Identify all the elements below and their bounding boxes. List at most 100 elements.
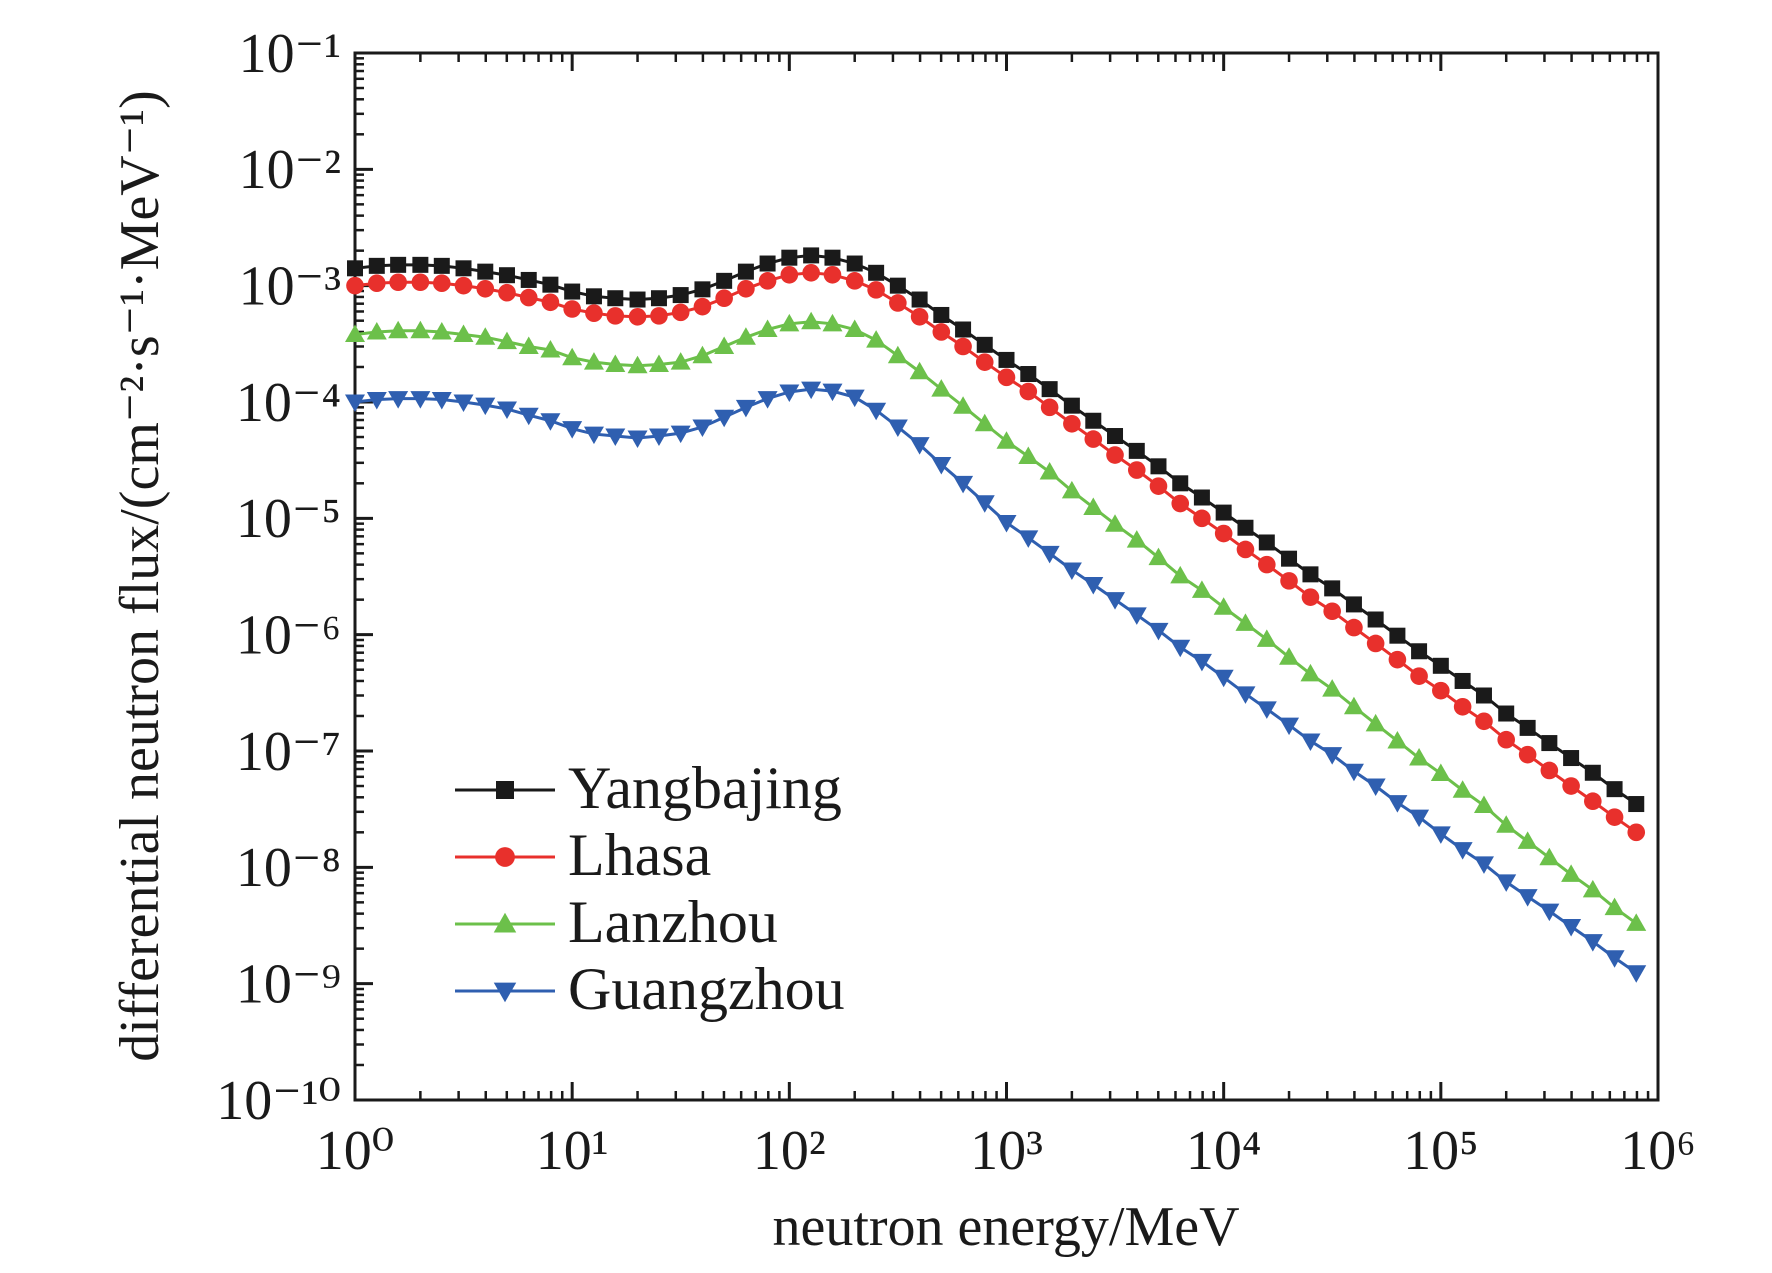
marker xyxy=(390,256,407,273)
marker xyxy=(389,273,407,292)
marker xyxy=(714,336,735,354)
marker xyxy=(1256,629,1277,647)
marker xyxy=(496,401,517,420)
marker xyxy=(1604,897,1625,916)
marker xyxy=(1473,795,1494,814)
marker xyxy=(1604,950,1625,968)
marker xyxy=(1366,634,1385,653)
marker xyxy=(1149,477,1168,495)
marker xyxy=(1061,480,1082,499)
y-tick-label: 10⁻³ xyxy=(239,256,341,318)
marker xyxy=(1126,607,1147,625)
marker xyxy=(1128,442,1145,459)
marker xyxy=(519,288,538,307)
x-tick-label: 10⁴ xyxy=(1186,1120,1262,1182)
marker xyxy=(1410,667,1428,685)
marker xyxy=(1365,713,1386,732)
marker xyxy=(541,293,560,312)
marker xyxy=(867,281,885,299)
marker xyxy=(1562,777,1580,795)
marker xyxy=(953,475,974,494)
marker xyxy=(477,263,494,280)
marker xyxy=(518,336,539,354)
marker xyxy=(1237,519,1254,536)
series-line xyxy=(354,387,1638,975)
marker xyxy=(866,402,887,421)
marker xyxy=(693,297,712,316)
marker xyxy=(1127,461,1146,479)
marker xyxy=(1324,580,1341,597)
marker xyxy=(954,337,972,356)
marker xyxy=(757,319,778,337)
marker xyxy=(498,267,515,284)
marker xyxy=(540,413,561,431)
marker xyxy=(347,260,363,277)
marker xyxy=(433,257,450,274)
marker xyxy=(583,352,604,370)
marker xyxy=(1345,618,1363,637)
marker xyxy=(496,781,514,799)
marker xyxy=(345,394,365,412)
marker xyxy=(411,273,430,292)
marker xyxy=(346,276,364,295)
marker xyxy=(996,431,1017,449)
marker xyxy=(714,409,735,428)
marker xyxy=(1453,697,1472,716)
marker xyxy=(909,361,930,380)
marker xyxy=(737,263,754,280)
marker xyxy=(585,288,602,305)
marker xyxy=(715,289,733,308)
marker xyxy=(1432,657,1449,674)
marker xyxy=(1322,747,1343,765)
marker xyxy=(475,397,496,416)
marker xyxy=(735,399,756,418)
marker xyxy=(1083,497,1104,515)
marker xyxy=(1258,555,1276,574)
marker xyxy=(1452,842,1473,860)
marker xyxy=(1171,494,1190,513)
marker xyxy=(412,256,429,273)
marker xyxy=(801,311,822,330)
marker xyxy=(1561,864,1582,882)
marker xyxy=(410,320,431,339)
marker xyxy=(976,336,993,353)
marker xyxy=(1019,382,1038,401)
marker xyxy=(496,331,517,350)
marker xyxy=(564,283,581,300)
marker xyxy=(1148,622,1169,641)
x-tick-label: 10¹ xyxy=(536,1120,609,1182)
marker xyxy=(1518,745,1537,764)
marker xyxy=(1170,639,1191,658)
marker xyxy=(1475,712,1493,731)
marker xyxy=(432,274,451,293)
marker xyxy=(780,265,799,284)
marker xyxy=(1041,381,1058,398)
marker xyxy=(1389,627,1406,644)
x-tick-label: 10⁵ xyxy=(1403,1120,1479,1182)
marker xyxy=(1452,780,1473,798)
marker xyxy=(1584,792,1602,811)
marker xyxy=(1475,687,1492,704)
marker xyxy=(366,392,387,410)
y-tick-label: 10⁻⁴ xyxy=(236,372,341,434)
marker xyxy=(1258,534,1275,551)
marker xyxy=(1126,530,1147,548)
y-tick-label: 10⁻¹⁰ xyxy=(216,1070,341,1132)
marker xyxy=(737,279,755,298)
marker xyxy=(1430,826,1451,844)
marker xyxy=(1235,613,1256,631)
marker xyxy=(757,391,778,409)
marker xyxy=(1387,730,1408,749)
marker xyxy=(388,320,409,339)
marker xyxy=(955,321,972,338)
marker xyxy=(454,276,473,295)
marker xyxy=(1367,611,1384,628)
y-axis-label: differential neutron flux/(cm⁻²·s⁻¹·MeV⁻… xyxy=(109,90,171,1062)
marker xyxy=(1300,663,1321,682)
marker xyxy=(606,307,625,325)
marker xyxy=(1343,696,1364,715)
marker xyxy=(605,354,626,373)
legend-label: Lhasa xyxy=(568,822,711,888)
y-tick-label: 10⁻⁷ xyxy=(236,721,341,783)
marker xyxy=(1039,462,1060,480)
